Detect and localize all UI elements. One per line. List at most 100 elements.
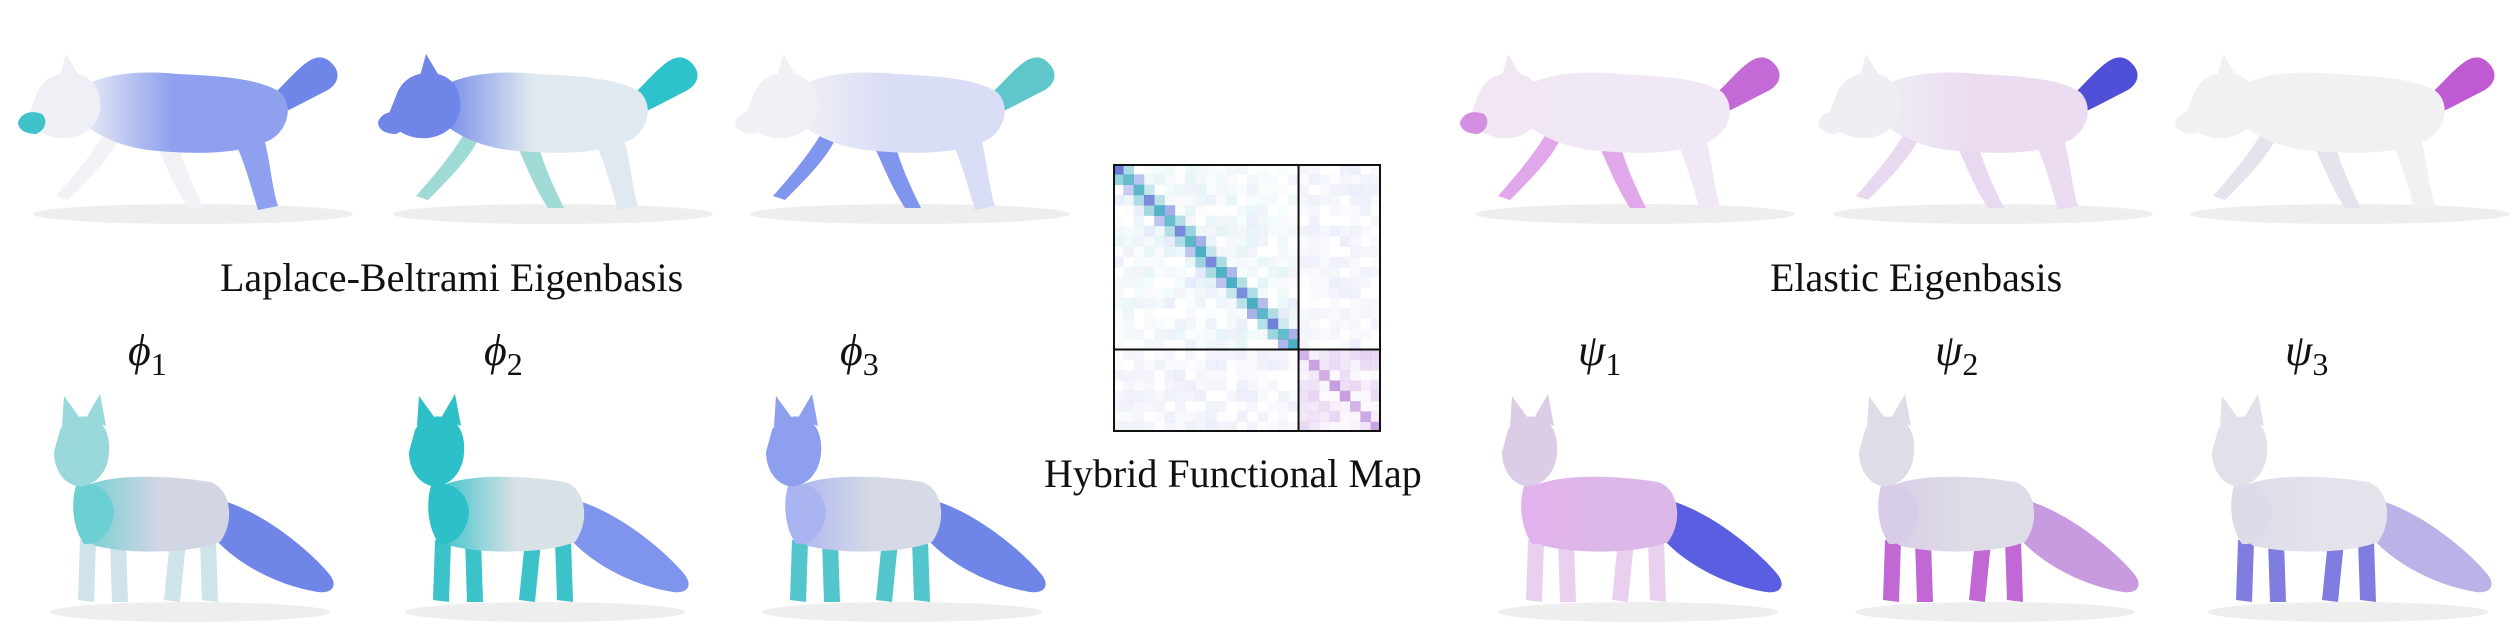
matrix-cell	[1164, 194, 1176, 206]
matrix-cell	[1247, 257, 1258, 268]
matrix-cell	[1164, 184, 1176, 196]
matrix-cell	[1123, 194, 1134, 206]
tail	[928, 500, 1046, 593]
matrix-cell	[1319, 349, 1330, 361]
matrix-cell	[1195, 329, 1206, 340]
matrix-cell	[1113, 370, 1124, 381]
matrix-cell	[1226, 236, 1237, 247]
matrix-cell	[1267, 349, 1279, 361]
matrix-cell	[1350, 287, 1361, 299]
fox-shape	[762, 394, 1046, 622]
matrix-cell	[1267, 225, 1279, 237]
matrix-cell	[1319, 185, 1330, 196]
matrix-cell	[1257, 380, 1268, 391]
matrix-cell	[1257, 349, 1268, 361]
matrix-cell	[1226, 215, 1237, 227]
matrix-cell	[1143, 380, 1155, 392]
matrix-cell	[1370, 401, 1382, 412]
matrix-cell	[1319, 370, 1330, 381]
matrix-cell	[1123, 164, 1134, 175]
matrix-cell	[1277, 287, 1289, 299]
matrix-cell	[1185, 236, 1196, 247]
matrix-cell	[1277, 246, 1289, 258]
matrix-cell	[1299, 174, 1310, 185]
matrix-cell	[1329, 287, 1341, 299]
matrix-cell	[1123, 390, 1134, 402]
matrix-cell	[1123, 308, 1134, 319]
matrix-cell	[1267, 308, 1279, 319]
matrix-cell	[1205, 215, 1217, 227]
matrix-cell	[1277, 328, 1289, 340]
matrix-cell	[1247, 267, 1258, 278]
matrix-cell	[1319, 287, 1330, 299]
matrix-cell	[1185, 246, 1196, 258]
matrix-cell	[1268, 174, 1279, 185]
matrix-cell	[1308, 236, 1320, 247]
matrix-cell	[1329, 225, 1341, 237]
matrix-cell	[1226, 256, 1237, 268]
matrix-cell	[1236, 164, 1248, 175]
matrix-cell	[1308, 256, 1320, 268]
matrix-cell	[1329, 194, 1341, 206]
elastic-eigenbasis-caption: Elastic Eigenbasis	[1770, 255, 2063, 300]
wolf-shape	[2175, 54, 2510, 224]
matrix-cell	[1164, 236, 1176, 247]
matrix-cell	[1226, 277, 1237, 288]
matrix-cell	[1143, 267, 1155, 278]
matrix-cell	[1360, 328, 1371, 340]
matrix-cell	[1123, 421, 1134, 433]
matrix-cell	[1143, 370, 1155, 381]
matrix-cell	[1298, 328, 1310, 340]
matrix-cell	[1185, 421, 1196, 433]
middle-leg	[158, 144, 204, 208]
lb-basis-top-3	[725, 30, 1077, 230]
front-leg	[773, 134, 835, 200]
ear-left	[1510, 396, 1528, 426]
matrix-cell	[1174, 287, 1186, 299]
body	[438, 72, 648, 153]
matrix-cell	[1237, 360, 1248, 371]
matrix-cell	[1165, 339, 1176, 350]
matrix-cell	[1226, 298, 1237, 309]
matrix-cell	[1123, 267, 1134, 278]
matrix-cell	[1143, 390, 1155, 402]
matrix-cell	[1164, 287, 1176, 299]
matrix-cell	[1236, 390, 1248, 402]
matrix-cell	[1226, 194, 1237, 206]
matrix-cell	[1288, 267, 1299, 278]
matrix-cell	[1174, 246, 1186, 258]
matrix-cell	[1277, 205, 1289, 216]
matrix-cell	[1236, 370, 1248, 381]
leg-front-right	[1558, 540, 1576, 602]
matrix-cell	[1257, 411, 1268, 422]
head	[1470, 72, 1543, 139]
matrix-cell	[1133, 287, 1145, 299]
matrix-cell	[1370, 174, 1382, 185]
matrix-cell	[1257, 164, 1268, 175]
matrix-cell	[1350, 308, 1361, 319]
matrix-cell	[1360, 349, 1371, 361]
tail	[2076, 57, 2138, 114]
matrix-cell	[1267, 256, 1279, 268]
matrix-cell	[1123, 277, 1134, 288]
matrix-cell	[1133, 256, 1145, 268]
matrix-cell	[1143, 246, 1155, 258]
matrix-cell	[1360, 380, 1371, 392]
ear	[420, 54, 438, 76]
matrix-cell	[1123, 328, 1134, 340]
matrix-cell	[1247, 236, 1258, 247]
matrix-cell	[1195, 194, 1207, 206]
body	[432, 476, 585, 552]
matrix-cell	[1144, 308, 1155, 319]
ground-shadow	[33, 204, 353, 224]
matrix-cell	[1216, 195, 1227, 206]
matrix-cell	[1133, 277, 1145, 288]
matrix-cell	[1360, 370, 1371, 381]
matrix-cell	[1195, 246, 1207, 258]
matrix-cell	[1123, 298, 1134, 309]
matrix-cell	[1195, 339, 1206, 350]
matrix-cell	[1360, 401, 1371, 412]
fox-shape	[2208, 394, 2492, 622]
matrix-cell	[1236, 287, 1248, 299]
elastic-basis-bottom-1	[1488, 390, 1808, 625]
